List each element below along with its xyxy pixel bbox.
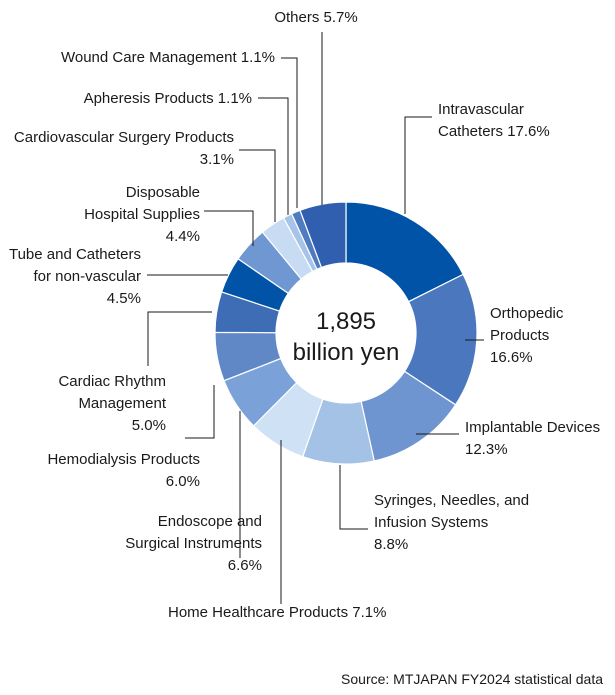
donut-slices [214,201,478,465]
slice-label-endoscope-and-surgical-instruments-line-1: Endoscope and [158,513,262,530]
center-total-unit: billion yen [293,339,400,366]
slice-label-intravascular-catheters-line-2: Catheters 17.6% [438,123,550,140]
leader-line-hemodialysis-products [185,385,215,439]
leader-line-cardiac-rhythm-management [147,311,212,366]
slice-label-apheresis-products-line-1: Apheresis Products 1.1% [84,90,252,107]
slice-label-wound-care-management-line-1: Wound Care Management 1.1% [61,49,275,66]
slice-label-implantable-devices-line-2: 12.3% [465,441,508,458]
source-note: Source: MTJAPAN FY2024 statistical data [341,671,603,687]
slice-label-hemodialysis-products-line-2: 6.0% [166,473,200,490]
leader-line-disposable-hospital-supplies [204,210,254,246]
slice-label-syringes-needles-and-infusion-systems-line-1: Syringes, Needles, and [374,492,529,509]
slice-label-syringes-needles-and-infusion-systems-line-3: 8.8% [374,536,408,553]
slice-label-endoscope-and-surgical-instruments-line-3: 6.6% [228,557,262,574]
slice-label-tube-and-catheters-for-non-vascular-line-1: Tube and Catheters [9,246,141,263]
slice-label-intravascular-catheters-line-1: Intravascular [438,101,524,118]
slice-label-implantable-devices-line-1: Implantable Devices [465,419,600,436]
slice-label-others-line-1: Others 5.7% [274,9,357,26]
slice-label-orthopedic-products-line-3: 16.6% [490,349,533,366]
leader-line-intravascular-catheters [404,116,432,214]
slice-label-syringes-needles-and-infusion-systems-line-2: Infusion Systems [374,514,488,531]
slice-label-cardiac-rhythm-management-line-2: Management [78,395,166,412]
leader-lines [147,32,484,604]
leader-line-wound-care-management [281,57,298,208]
slice-label-orthopedic-products-line-2: Products [490,327,549,344]
slice-label-disposable-hospital-supplies-line-1: Disposable [126,184,200,201]
center-total-value: 1,895 [316,308,376,335]
slice-label-cardiovascular-surgery-products-line-1: Cardiovascular Surgery Products [14,129,234,146]
slice-label-cardiac-rhythm-management-line-1: Cardiac Rhythm [58,373,166,390]
slice-label-home-healthcare-products-line-1: Home Healthcare Products 7.1% [168,604,386,621]
slice-label-cardiac-rhythm-management-line-3: 5.0% [132,417,166,434]
slice-label-disposable-hospital-supplies-line-3: 4.4% [166,228,200,245]
leader-line-syringes-needles-and-infusion-systems [339,465,368,530]
slice-label-tube-and-catheters-for-non-vascular-line-2: for non-vascular [33,268,141,285]
slice-label-orthopedic-products-line-1: Orthopedic [490,305,564,322]
leader-line-cardiovascular-surgery-products [239,149,276,222]
leader-line-apheresis-products [258,97,289,215]
slice-labels: Intravascular Catheters 17.6% Orthopedic Pr… [9,9,600,621]
slice-label-endoscope-and-surgical-instruments-line-2: Surgical Instruments [125,535,262,552]
slice-others [299,201,347,269]
slice-label-tube-and-catheters-for-non-vascular-line-3: 4.5% [107,290,141,307]
slice-label-cardiovascular-surgery-products-line-2: 3.1% [200,151,234,168]
slice-label-hemodialysis-products-line-1: Hemodialysis Products [47,451,200,468]
slice-label-disposable-hospital-supplies-line-2: Hospital Supplies [84,206,200,223]
